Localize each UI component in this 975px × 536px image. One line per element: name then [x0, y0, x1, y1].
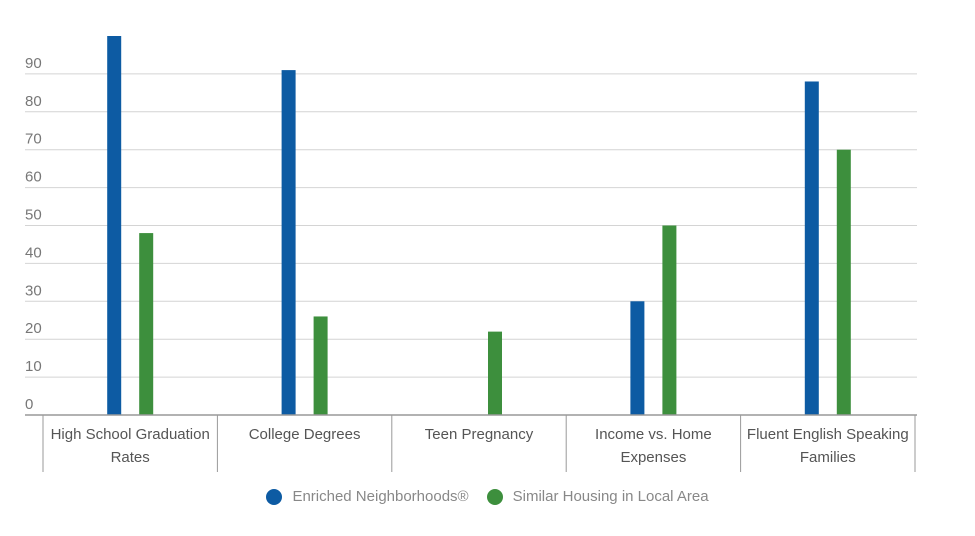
- legend-swatch-enriched: [266, 488, 283, 505]
- chart-legend: Enriched Neighborhoods® Similar Housing …: [0, 488, 975, 505]
- bar-series0-cat1: [281, 70, 296, 416]
- y-tick-label: 40: [25, 244, 42, 261]
- bar-series0-cat3: [630, 301, 645, 415]
- y-tick-label: 90: [25, 55, 42, 72]
- y-tick-label: 50: [25, 207, 42, 224]
- x-category-label: Families: [800, 449, 856, 466]
- y-tick-label: 10: [25, 358, 42, 375]
- x-category-label: College Degrees: [249, 426, 361, 443]
- bar-series1-cat1: [313, 316, 328, 415]
- bar-series0-cat4: [804, 81, 819, 415]
- y-tick-label: 60: [25, 169, 42, 186]
- y-tick-label: 70: [25, 131, 42, 148]
- y-tick-label: 80: [25, 93, 42, 110]
- legend-item-similar: Similar Housing in Local Area: [486, 488, 709, 505]
- legend-item-enriched: Enriched Neighborhoods®: [266, 488, 469, 505]
- bar-series1-cat3: [662, 225, 677, 415]
- legend-label-similar: Similar Housing in Local Area: [512, 488, 709, 505]
- x-category-label: High School Graduation: [51, 426, 210, 443]
- legend-label-enriched: Enriched Neighborhoods®: [292, 488, 469, 505]
- x-category-label: Expenses: [620, 449, 686, 466]
- bar-series0-cat0: [107, 36, 122, 415]
- bar-series1-cat0: [139, 233, 154, 415]
- x-category-label: Fluent English Speaking: [747, 426, 909, 443]
- bar-series1-cat2: [488, 331, 502, 415]
- y-tick-label: 20: [25, 320, 42, 337]
- y-tick-label: 30: [25, 282, 42, 299]
- y-tick-label: 0: [25, 396, 33, 413]
- x-category-label: Rates: [111, 449, 150, 466]
- bar-series1-cat4: [836, 149, 851, 415]
- x-category-label: Income vs. Home: [595, 426, 712, 443]
- x-category-label: Teen Pregnancy: [425, 426, 534, 443]
- legend-swatch-similar: [486, 488, 503, 505]
